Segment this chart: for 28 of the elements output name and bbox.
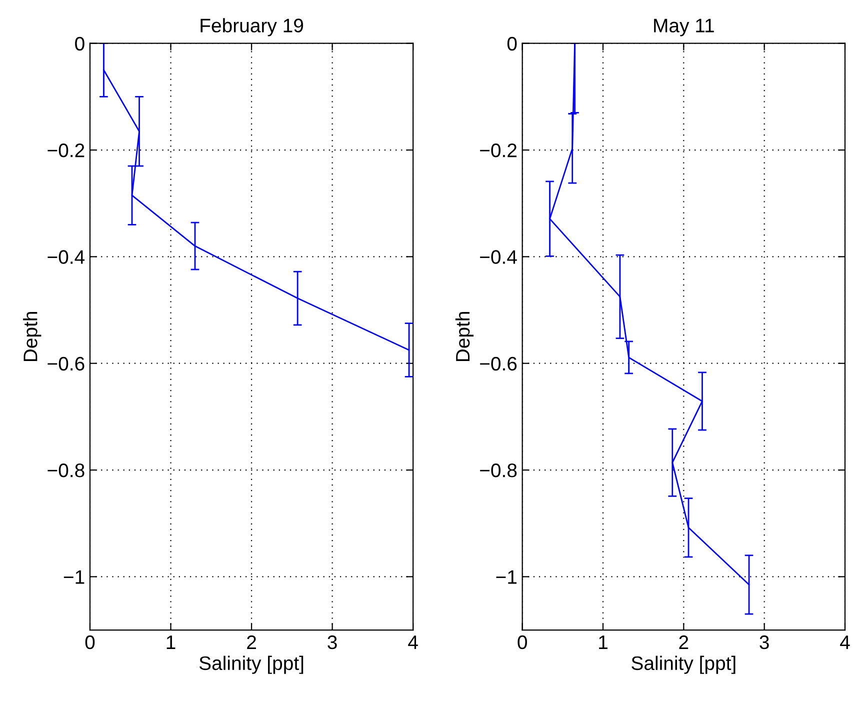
x-axis-title: Salinity [ppt] bbox=[199, 656, 304, 674]
x-tick-label: 4 bbox=[408, 636, 418, 649]
y-tick-label: 0 bbox=[507, 36, 517, 51]
x-tick-label: 1 bbox=[166, 636, 176, 649]
x-tick-label: 2 bbox=[679, 635, 688, 649]
y-tick-label: −0.4 bbox=[480, 250, 517, 264]
y-tick-label: −0.4 bbox=[48, 250, 85, 264]
x-tick-label: 2 bbox=[247, 635, 256, 649]
y-tick-label: −0.8 bbox=[48, 463, 84, 478]
y-tick-label: 0 bbox=[75, 36, 84, 51]
y-tick-label: −1 bbox=[496, 570, 517, 584]
chart-title: February 19 bbox=[200, 18, 304, 36]
y-tick-label: −0.2 bbox=[48, 143, 84, 158]
y-tick-label: −0.6 bbox=[480, 356, 517, 371]
x-tick-label: 0 bbox=[518, 635, 527, 650]
x-axis-title: Salinity [ppt] bbox=[632, 656, 736, 674]
y-axis-title: Depth bbox=[23, 312, 42, 362]
x-tick-label: 1 bbox=[599, 636, 608, 649]
y-tick-label: −0.6 bbox=[48, 356, 84, 371]
x-tick-label: 4 bbox=[840, 636, 850, 649]
x-tick-label: 0 bbox=[85, 635, 95, 650]
x-tick-label: 3 bbox=[760, 635, 769, 650]
y-tick-label: −1 bbox=[64, 570, 84, 584]
chart-title: May 11 bbox=[654, 18, 714, 36]
y-tick-label: −0.2 bbox=[480, 143, 517, 158]
x-tick-label: 3 bbox=[328, 635, 337, 650]
y-axis-title: Depth bbox=[455, 312, 474, 362]
y-tick-label: −0.8 bbox=[480, 463, 517, 478]
